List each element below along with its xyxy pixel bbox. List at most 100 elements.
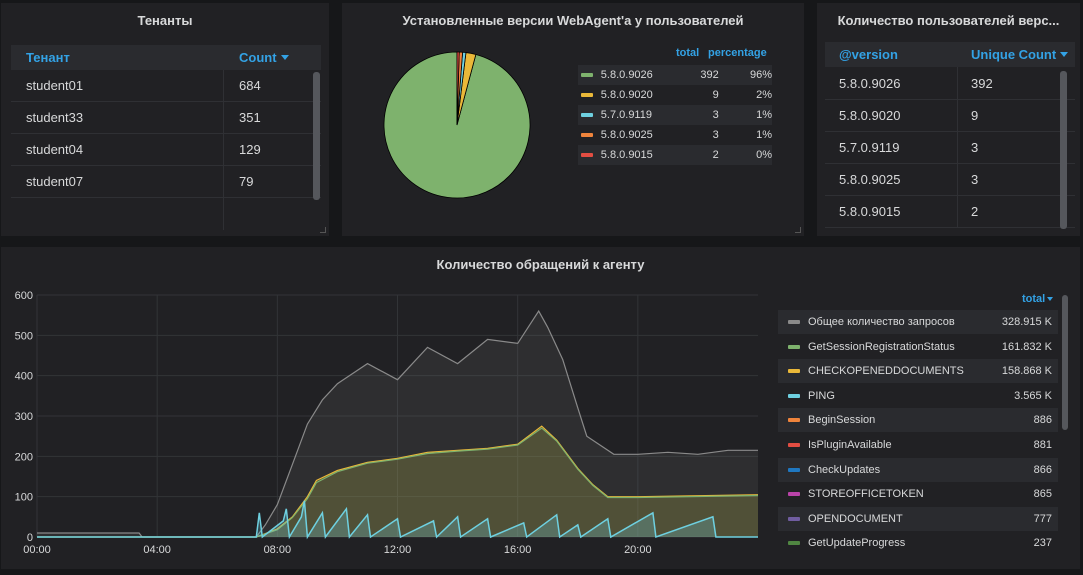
legend-header-total[interactable]: total [1022,293,1054,305]
column-header-unique-count[interactable]: Unique Count [971,47,1069,62]
legend-item[interactable]: GetUpdateProgress 237 [778,531,1058,555]
legend-header-percentage[interactable]: percentage [708,47,767,59]
series-line[interactable] [37,500,758,540]
version-cell: 5.7.0.9119 [839,140,900,155]
tenant-count: 351 [239,110,261,125]
legend-total: 2 [712,149,719,161]
version-cell: 5.8.0.9020 [839,108,901,123]
series-line[interactable] [37,309,758,538]
column-header-tenant[interactable]: Тенант [26,50,70,65]
tenant-name: student01 [26,78,84,93]
panel-title[interactable]: Установленные версии WebAgent'a у пользо… [402,13,744,28]
legend-total: 881 [1033,439,1052,451]
agent-requests-graph-panel: Количество обращений к агенту 0 100 200 300… [1,247,1080,569]
caret-down-icon [280,55,289,60]
legend-item[interactable]: 5.8.0.9025 3 1% [578,125,772,145]
resize-handle[interactable] [320,227,326,233]
panel-title[interactable]: Тенанты [137,13,193,28]
scrollbar[interactable] [313,72,320,200]
x-tick-label: 12:00 [384,544,412,556]
table-row: 5.8.0.9020 9 [825,100,1075,132]
caret-down-icon [1047,297,1054,301]
tenant-name: student33 [26,110,84,125]
legend-item[interactable]: 5.7.0.9119 3 1% [578,105,772,125]
scrollbar[interactable] [1060,71,1067,229]
y-tick-label: 500 [15,330,33,342]
column-header-count[interactable]: Count [239,50,289,65]
legend-swatch [581,73,593,77]
table-row: student33 351 [11,102,321,134]
legend-swatch [788,369,800,374]
legend-item[interactable]: 5.8.0.9026 392 96% [578,65,772,85]
table-row: 5.8.0.9015 2 [825,196,1075,228]
x-tick-label: 00:00 [23,544,51,556]
legend-item[interactable]: PING 3.565 K [778,384,1058,408]
pie-slice-5.8.0.9015[interactable] [456,51,460,126]
legend-total: 9 [712,89,719,101]
line-chart[interactable]: 0 100 200 300 400 500 600 00:00 04:00 08:00 12:00 1… [1,279,771,569]
legend-item[interactable]: BeginSession 886 [778,408,1058,433]
tenant-name: student04 [26,142,84,157]
resize-handle[interactable] [795,227,801,233]
y-tick-label: 300 [15,411,33,423]
legend-swatch [581,93,593,97]
scrollbar[interactable] [1062,295,1068,430]
tenant-count: 129 [239,142,261,157]
legend-item[interactable]: IsPluginAvailable 881 [778,433,1058,457]
legend-label: STOREOFFICETOKEN [808,488,924,501]
legend-swatch [788,541,800,546]
table-row: student07 79 [11,166,321,198]
legend-item[interactable]: CheckUpdates 866 [778,457,1058,482]
unique-count-cell: 392 [971,76,993,91]
legend-item[interactable]: GetSessionRegistrationStatus 161.832 K [778,335,1058,359]
legend-total: 777 [1033,512,1052,525]
legend-item[interactable]: Общее количество запросов 328.915 K [778,310,1058,334]
legend-percentage: 2% [756,89,773,101]
table-header: Тенант Count [11,45,321,70]
series-line[interactable] [37,425,759,538]
legend-total: 866 [1033,463,1052,476]
table-header: @version Unique Count [825,42,1075,67]
legend-item[interactable]: CHECKOPENEDDOCUMENTS 158.868 K [778,359,1058,384]
legend-item[interactable]: STOREOFFICETOKEN 865 [778,482,1058,506]
legend-swatch [788,443,800,447]
y-tick-label: 100 [15,492,33,504]
tenant-name: student07 [26,174,84,189]
legend-swatch [581,113,593,117]
legend-header-total[interactable]: total [676,47,700,59]
legend-swatch [788,344,800,349]
versions-pie-panel: Установленные версии WebAgent'a у пользо… [342,3,804,236]
legend-label: 5.8.0.9020 [600,89,653,101]
version-cell: 5.8.0.9025 [839,172,901,187]
column-header-version[interactable]: @version [839,47,898,62]
panel-title[interactable]: Количество обращений к агенту [436,257,645,272]
pie-chart [383,51,531,199]
version-cell: 5.8.0.9026 [839,76,901,91]
legend-swatch [788,320,800,324]
x-tick-label: 20:00 [624,544,652,556]
y-tick-label: 600 [15,290,33,302]
panel-title[interactable]: Количество пользователей верс... [837,13,1060,28]
legend-percentage: 1% [756,129,773,141]
legend-total: 237 [1033,537,1052,550]
version-cell: 5.8.0.9015 [839,204,901,219]
legend-item[interactable]: 5.8.0.9015 2 0% [578,145,772,165]
legend-item[interactable]: 5.8.0.9020 9 2% [578,85,772,105]
legend-label: PING [808,389,835,402]
unique-count-cell: 3 [971,172,979,187]
legend-label: 5.8.0.9015 [600,149,653,161]
caret-down-icon [1060,52,1069,57]
table-row: 5.8.0.9025 3 [825,164,1075,196]
tenant-count: 79 [239,174,254,189]
legend-percentage: 1% [756,109,773,121]
legend-swatch [788,393,800,398]
tenant-count: 684 [239,78,261,93]
legend-item[interactable]: OPENDOCUMENT 777 [778,506,1058,531]
legend-swatch [788,492,800,497]
table-row: student01 684 [11,70,321,102]
legend-label: 5.8.0.9026 [600,69,653,81]
legend-total: 158.868 K [1001,365,1052,378]
legend-label: Общее количество запросов [808,316,955,328]
series-line[interactable] [37,427,759,538]
legend-label: CHECKOPENEDDOCUMENTS [808,365,964,378]
